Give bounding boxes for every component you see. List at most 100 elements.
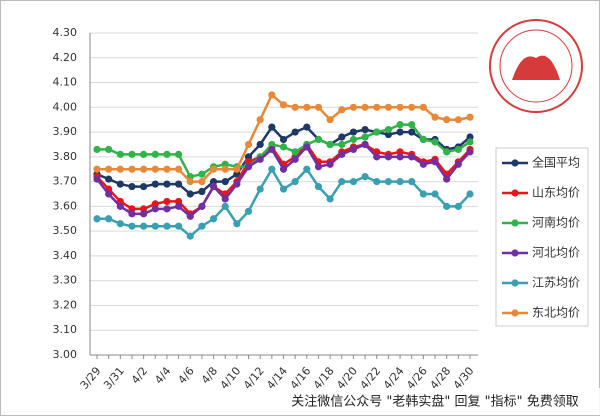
point bbox=[326, 195, 334, 203]
point bbox=[163, 180, 171, 188]
y-tick-label: 3.90 bbox=[53, 125, 78, 138]
point bbox=[408, 103, 416, 111]
point bbox=[419, 160, 427, 168]
point bbox=[314, 103, 323, 111]
point bbox=[105, 215, 113, 223]
point bbox=[163, 197, 171, 206]
point bbox=[349, 103, 358, 111]
point bbox=[174, 222, 183, 230]
point bbox=[151, 205, 159, 213]
legend-marker bbox=[511, 249, 519, 257]
point bbox=[140, 182, 148, 191]
legend-label: 河北均价 bbox=[532, 246, 580, 260]
point bbox=[198, 187, 206, 196]
point bbox=[140, 150, 148, 158]
point bbox=[466, 138, 474, 146]
y-tick-label: 3.30 bbox=[53, 274, 78, 287]
legend-marker bbox=[511, 159, 519, 167]
point bbox=[349, 178, 358, 186]
point bbox=[408, 128, 416, 136]
point bbox=[373, 178, 381, 186]
point bbox=[116, 180, 124, 188]
point bbox=[326, 160, 334, 168]
point bbox=[396, 103, 404, 111]
legend-marker bbox=[511, 219, 519, 227]
point bbox=[338, 106, 346, 114]
point bbox=[128, 222, 136, 230]
point bbox=[408, 153, 416, 161]
point bbox=[291, 103, 299, 111]
point bbox=[93, 145, 101, 154]
point bbox=[244, 153, 253, 161]
point bbox=[291, 148, 299, 156]
point bbox=[198, 222, 206, 230]
point bbox=[338, 140, 346, 149]
y-tick-label: 3.60 bbox=[53, 199, 78, 212]
point bbox=[233, 170, 241, 178]
point bbox=[221, 160, 229, 168]
point bbox=[303, 165, 311, 173]
point bbox=[174, 197, 183, 206]
point bbox=[244, 163, 253, 171]
legend-marker bbox=[511, 309, 519, 317]
point bbox=[338, 133, 346, 141]
point bbox=[338, 150, 346, 158]
point bbox=[140, 205, 148, 213]
point bbox=[396, 153, 404, 161]
point bbox=[151, 180, 159, 188]
point bbox=[279, 101, 288, 109]
point bbox=[256, 140, 264, 149]
point bbox=[454, 160, 462, 168]
point bbox=[174, 150, 183, 158]
point bbox=[291, 155, 299, 163]
point bbox=[163, 150, 171, 158]
point bbox=[314, 163, 323, 171]
point bbox=[151, 165, 159, 173]
point bbox=[198, 178, 206, 186]
point bbox=[419, 135, 427, 144]
point bbox=[384, 103, 393, 111]
point bbox=[244, 140, 253, 149]
point bbox=[466, 190, 474, 198]
point bbox=[256, 185, 264, 193]
point bbox=[186, 232, 194, 240]
point bbox=[209, 182, 218, 191]
point bbox=[198, 202, 206, 210]
legend-marker bbox=[511, 279, 519, 287]
point bbox=[233, 165, 241, 173]
watermark-bg bbox=[270, 388, 600, 415]
point bbox=[268, 123, 276, 131]
point bbox=[431, 138, 439, 146]
point bbox=[128, 165, 136, 173]
point bbox=[198, 170, 206, 178]
point bbox=[128, 150, 136, 158]
point bbox=[140, 210, 148, 218]
point bbox=[326, 140, 334, 149]
legend-marker bbox=[511, 189, 519, 197]
point bbox=[314, 135, 323, 144]
y-tick-label: 3.00 bbox=[53, 348, 78, 361]
point bbox=[105, 175, 113, 183]
point bbox=[419, 103, 427, 111]
point bbox=[466, 113, 474, 121]
point bbox=[454, 145, 462, 154]
legend-label: 东北均价 bbox=[532, 306, 580, 320]
point bbox=[326, 116, 334, 124]
point bbox=[396, 128, 404, 136]
point bbox=[279, 135, 288, 144]
point bbox=[361, 140, 369, 149]
point bbox=[466, 148, 474, 156]
point bbox=[396, 121, 404, 129]
point bbox=[314, 182, 323, 191]
point bbox=[338, 178, 346, 186]
point bbox=[408, 121, 416, 129]
point bbox=[443, 148, 451, 156]
legend-label: 河南均价 bbox=[532, 215, 580, 230]
point bbox=[268, 145, 276, 154]
legend-label: 山东均价 bbox=[532, 186, 580, 200]
point bbox=[221, 202, 229, 210]
point bbox=[128, 205, 136, 213]
y-tick-label: 3.80 bbox=[53, 150, 78, 163]
point bbox=[384, 153, 393, 161]
